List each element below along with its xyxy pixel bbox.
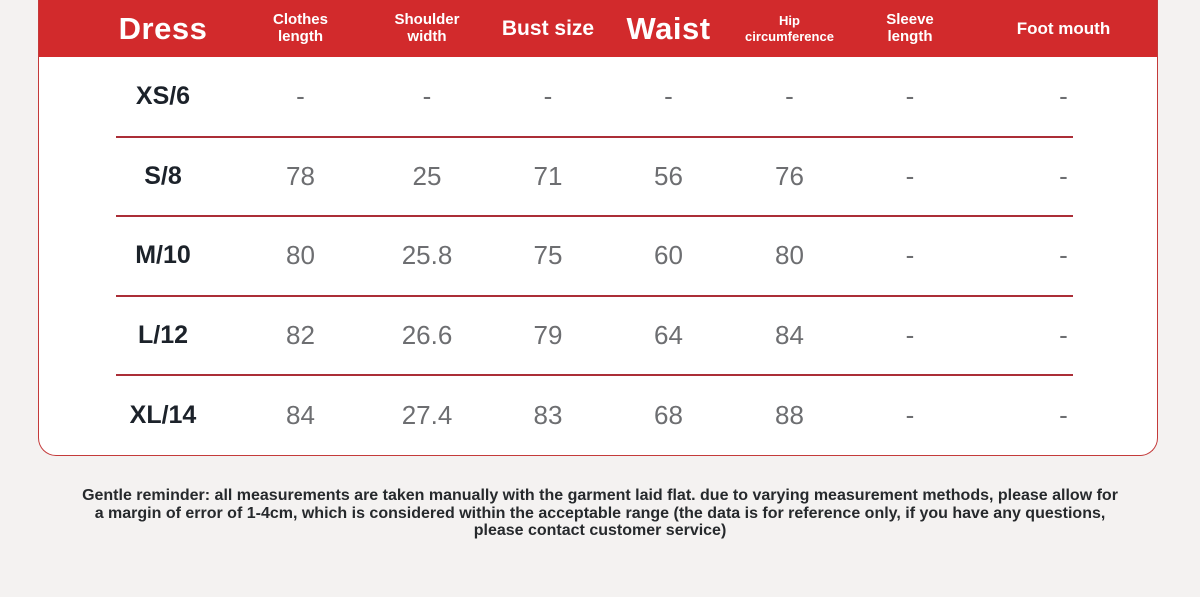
value-cell: - <box>1059 160 1068 191</box>
column-header-sleeve-length: Sleeve length <box>886 10 934 45</box>
value-cell: 27.4 <box>401 399 453 430</box>
size-cell: XS/6 <box>135 82 191 111</box>
row-separator <box>116 294 1073 297</box>
row-separator <box>116 215 1073 218</box>
reminder-line: Gentle reminder: all measurements are ta… <box>82 487 1118 504</box>
value-cell: - <box>296 81 305 112</box>
value-cell: - <box>905 160 915 191</box>
value-cell: 60 <box>654 240 683 271</box>
value-cell: - <box>422 81 432 112</box>
size-cell: S/8 <box>144 161 182 190</box>
size-cell: L/12 <box>137 321 189 350</box>
value-cell: - <box>785 81 794 112</box>
value-cell: - <box>664 81 673 112</box>
value-cell: - <box>1059 320 1068 351</box>
column-header-hip-circumference: Hip circumference <box>745 13 834 44</box>
value-cell: 80 <box>286 240 315 271</box>
size-chart-body: XS/6 - - - - - - - S/8 78 25 71 56 76 - … <box>39 57 1157 455</box>
value-cell: - <box>543 81 553 112</box>
value-cell: 78 <box>286 160 315 191</box>
table-row-xs6: XS/6 - - - - - - - <box>39 57 1157 138</box>
column-header-foot-mouth: Foot mouth <box>1016 18 1111 38</box>
row-separator <box>116 374 1073 377</box>
column-header-waist: Waist <box>626 10 711 46</box>
value-cell: - <box>1059 399 1068 430</box>
value-cell: 68 <box>654 399 683 430</box>
table-row-xl14: XL/14 84 27.4 83 68 88 - - <box>39 375 1157 455</box>
size-chart-header-row: Dress Clothes length Shoulder width Bust… <box>39 0 1157 57</box>
row-separator <box>116 135 1073 138</box>
value-cell: 84 <box>775 320 804 351</box>
reminder-note: Gentle reminder: all measurements are ta… <box>0 487 1200 540</box>
value-cell: 79 <box>533 320 563 351</box>
value-cell: 25 <box>412 160 442 191</box>
reminder-line: a margin of error of 1-4cm, which is con… <box>94 504 1106 522</box>
reminder-line: please contact customer service) <box>473 522 727 539</box>
size-cell: M/10 <box>135 241 191 270</box>
value-cell: 76 <box>775 160 804 191</box>
value-cell: - <box>905 240 915 271</box>
value-cell: 84 <box>286 399 315 430</box>
column-header-shoulder-width: Shoulder width <box>394 10 460 45</box>
size-chart-card: Dress Clothes length Shoulder width Bust… <box>38 0 1158 456</box>
value-cell: 56 <box>654 160 683 191</box>
column-header-bust-size: Bust size <box>501 16 595 40</box>
column-header-dress: Dress <box>39 11 235 47</box>
table-row-m10: M/10 80 25.8 75 60 80 - - <box>39 216 1157 297</box>
table-row-s8: S/8 78 25 71 56 76 - - <box>39 137 1157 218</box>
value-cell: 75 <box>533 240 563 271</box>
size-cell: XL/14 <box>129 400 197 429</box>
value-cell: - <box>905 320 915 351</box>
value-cell: 82 <box>286 320 315 351</box>
column-header-label: Dress <box>118 10 208 46</box>
column-header-clothes-length: Clothes length <box>272 10 328 45</box>
value-cell: - <box>1059 240 1068 271</box>
value-cell: - <box>1059 81 1068 112</box>
value-cell: 83 <box>533 399 563 430</box>
value-cell: 80 <box>775 240 804 271</box>
value-cell: - <box>905 399 915 430</box>
value-cell: 71 <box>533 160 563 191</box>
value-cell: 88 <box>775 399 804 430</box>
value-cell: 64 <box>654 320 683 351</box>
value-cell: - <box>905 81 915 112</box>
value-cell: 26.6 <box>401 320 453 351</box>
table-row-l12: L/12 82 26.6 79 64 84 - - <box>39 296 1157 377</box>
value-cell: 25.8 <box>401 240 453 271</box>
